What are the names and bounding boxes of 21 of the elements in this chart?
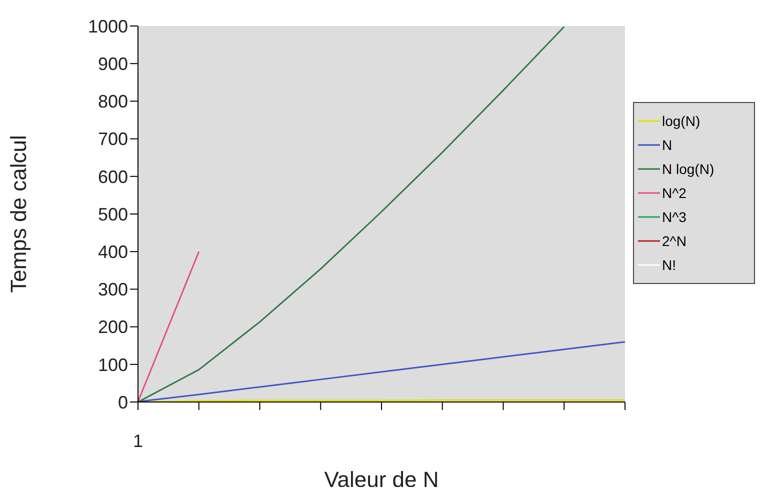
legend-label: N^2 [662,185,686,201]
y-tick-label: 800 [98,92,128,112]
legend-label: N [662,137,672,153]
y-tick-label: 0 [118,392,128,412]
y-tick-label: 900 [98,54,128,74]
y-tick-label: 400 [98,242,128,262]
x-axis-title: Valeur de N [324,467,439,492]
legend-label: N log(N) [662,161,714,177]
y-tick-label: 600 [98,166,128,187]
legend-label: N^3 [662,209,686,225]
y-tick-label: 100 [98,354,128,375]
y-tick-label: 200 [98,317,128,338]
y-tick-label: 1000 [88,16,128,36]
y-tick-label: 500 [98,204,128,224]
y-tick-label: 300 [98,280,128,300]
legend-label: log(N) [662,113,700,129]
y-tick-label: 700 [98,129,128,150]
x-tick-label: 1 [132,430,144,451]
legend-label: 2^N [662,233,686,249]
legend-label: N! [662,257,676,273]
y-axis-title: Temps de calcul [6,135,31,293]
